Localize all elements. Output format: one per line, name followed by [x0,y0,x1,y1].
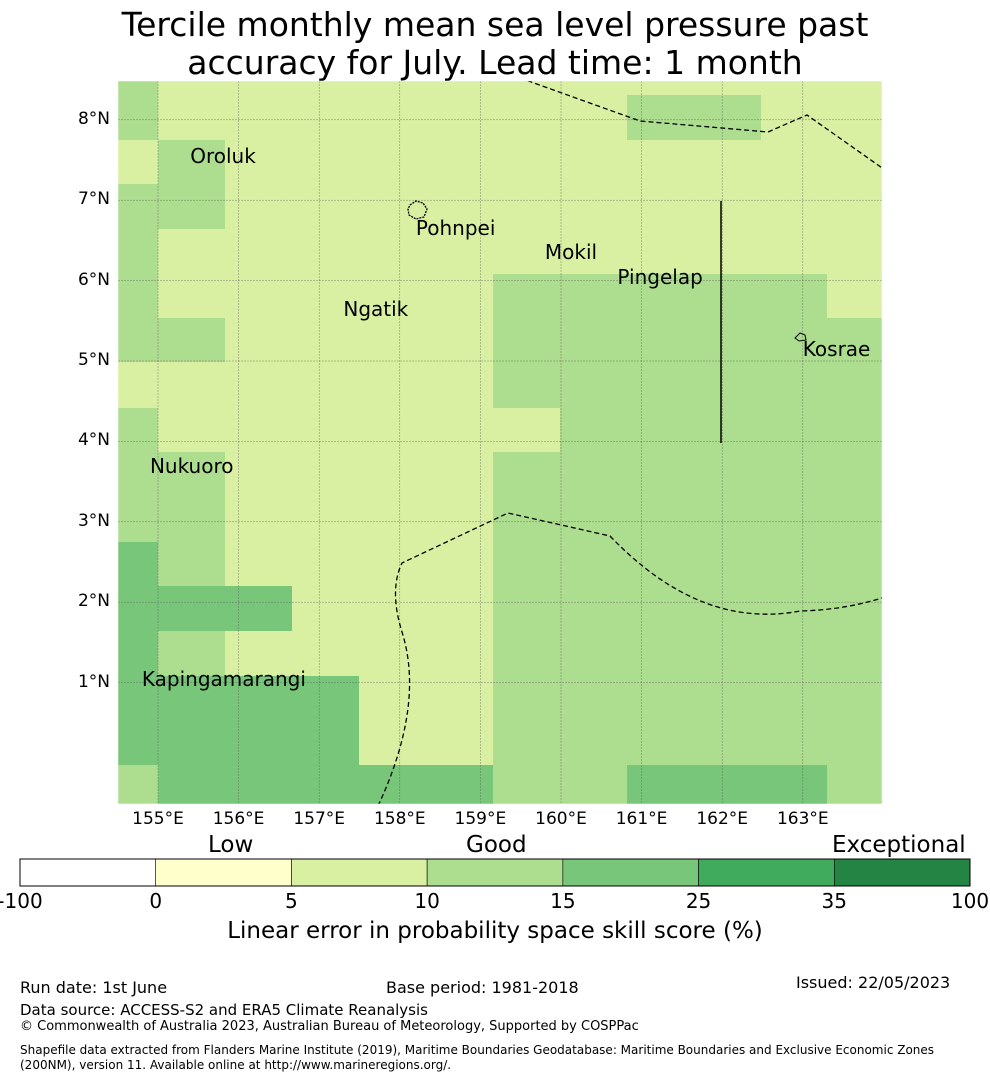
place-label: Nukuoro [149,453,234,478]
skill-cell [118,140,158,184]
eez-boundary-south [378,512,882,804]
skill-cell [426,497,493,542]
colorbar-tick-label: 100 [950,889,990,913]
issued-date: Issued: 22/05/2023 [796,973,951,992]
skill-cell [158,229,225,318]
pohnpei-island-outline [407,200,428,220]
longitude-tick-label: 161°E [615,809,668,829]
longitude-tick-label: 155°E [132,809,184,829]
page-title: Tercile monthly mean sea level pressure … [0,6,990,82]
colorbar-tick-label: 35 [821,889,847,913]
island-outlines [407,200,807,342]
shapefile-credit-2: (200NM), version 11. Available online at… [20,1058,452,1072]
latitude-tick-label: 5°N [77,350,110,370]
longitude-tick-label: 160°E [535,809,587,829]
colorbar-tick-label: 0 [149,889,163,913]
colorbar-tick-label: 25 [685,889,712,913]
latitude-tick-label: 7°N [77,189,110,210]
map-frame [117,80,883,805]
skill-cell [493,81,882,95]
skill-cell [225,318,426,362]
skill-cell [627,765,827,804]
place-label: Pingelap [617,264,703,289]
place-label: Ngatik [343,296,409,321]
skill-cell [158,586,292,631]
longitude-tick-label: 157°E [293,809,346,829]
longitude-tick-label: 156°E [212,809,265,829]
skill-cell [158,408,560,452]
latitude-tick-label: 2°N [77,591,110,612]
eez-boundary-north [526,81,882,169]
skill-cell [158,81,225,95]
skill-cell [292,452,493,497]
graticule [118,81,882,804]
skill-cell [761,95,882,140]
data-source: Data source: ACCESS-S2 and ERA5 Climate … [20,1001,428,1019]
base-period: Base period: 1981-2018 [386,978,579,997]
latitude-tick-label: 8°N [77,108,110,129]
colorbar-frame [19,858,971,887]
skill-cell [158,765,493,804]
latitude-tick-label: 6°N [77,269,110,290]
skill-cell [118,542,158,765]
skill-cell [225,140,882,274]
place-label: Oroluk [190,143,256,168]
colorbar-tick-label: -100 [0,889,43,913]
colorbar-segment [698,858,835,887]
skill-cell [118,362,493,408]
latitude-tick-label: 4°N [77,430,110,451]
colorbar-label: Linear error in probability space skill … [227,918,763,944]
colorbar-tick-label: 5 [285,889,298,913]
kosrae-island-outline [794,332,807,342]
colorbar-segment [291,858,428,887]
place-label: Mokil [544,240,598,265]
skill-grid [118,81,882,804]
colorbar-category-exceptional: Exceptional [832,832,966,858]
boundary-lines [378,81,882,804]
skill-cell [158,676,359,765]
colorbar-tick-label: 10 [414,889,440,913]
run-date: Run date: 1st June [20,978,168,997]
latitude-tick-label: 1°N [77,671,110,692]
longitude-tick-label: 158°E [373,809,426,829]
colorbar-segment [426,858,564,887]
copyright: © Commonwealth of Australia 2023, Austra… [20,1019,639,1034]
title-line-2: accuracy for July. Lead time: 1 month [187,43,803,82]
place-label: Kosrae [802,336,871,361]
colorbar-category-good: Good [466,832,527,858]
skill-cell [827,274,882,318]
longitude-tick-label: 159°E [454,809,507,829]
colorbar [19,858,971,887]
colorbar-segment [19,858,157,887]
latitude-tick-label: 3°N [77,510,110,531]
colorbar-segment [155,858,292,887]
skill-cell [158,95,627,140]
shapefile-credit-1: Shapefile data extracted from Flanders M… [20,1043,935,1057]
skill-cell [627,95,761,140]
place-label: Kapingamarangi [141,666,306,691]
colorbar-segment [562,858,699,887]
place-label: Pohnpei [415,216,496,241]
skill-cell [292,497,359,542]
colorbar-tick-label: 15 [550,889,576,913]
colorbar-category-low: Low [208,832,254,858]
skill-cell [225,274,493,318]
title-line-1: Tercile monthly mean sea level pressure … [121,5,869,44]
longitude-tick-label: 163°E [776,809,829,829]
colorbar-segment [833,858,971,887]
longitude-tick-label: 162°E [696,809,749,829]
